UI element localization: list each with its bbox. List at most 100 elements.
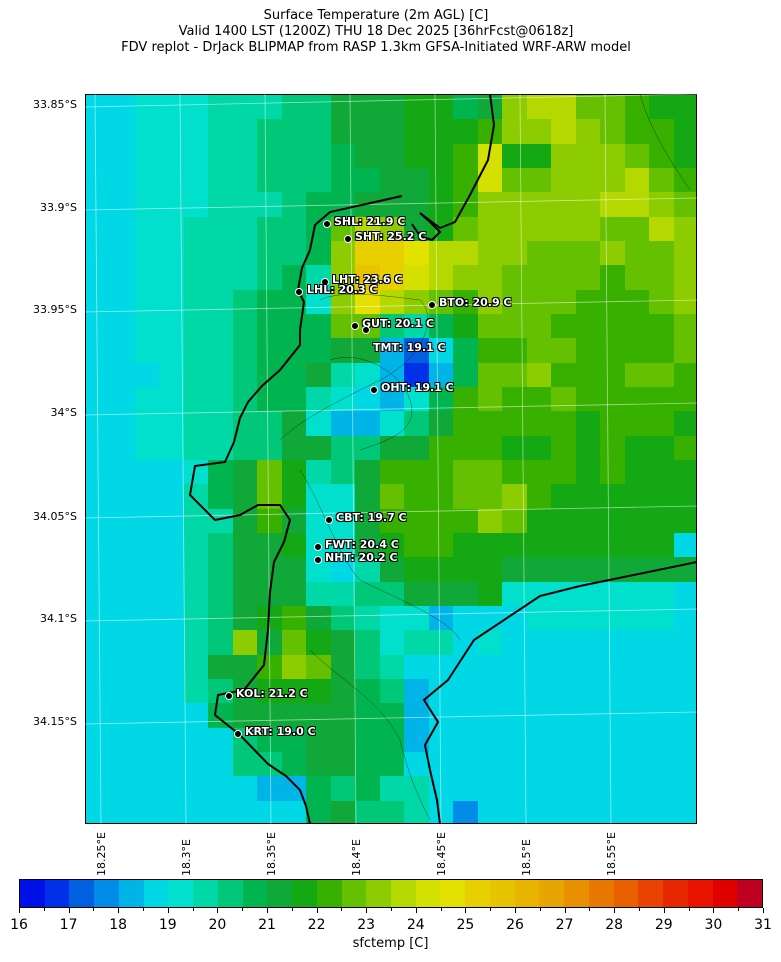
longitude-label: 18.55°E xyxy=(605,832,618,876)
colorbar-tick-mark xyxy=(118,908,120,913)
colorbar-tick-mark xyxy=(564,908,566,913)
longitude-label: 18.25°E xyxy=(95,832,108,876)
grid-cell xyxy=(208,362,234,388)
colorbar-label: sfctemp [C] xyxy=(352,936,429,951)
grid-cell xyxy=(624,484,650,510)
grid-cell xyxy=(110,630,136,656)
grid-cell xyxy=(330,606,356,631)
grid-cell xyxy=(526,484,552,510)
longitude-label: 18.5°E xyxy=(520,839,533,876)
grid-cell xyxy=(330,703,356,729)
grid-cell xyxy=(208,752,234,777)
grid-cell xyxy=(159,630,185,656)
grid-cell xyxy=(551,387,577,412)
grid-cell xyxy=(649,362,675,388)
grid-cell xyxy=(159,703,185,729)
grid-cell xyxy=(428,241,454,266)
grid-cell xyxy=(502,143,528,169)
grid-cell xyxy=(355,727,381,753)
grid-cell xyxy=(355,533,381,558)
grid-cell xyxy=(624,95,650,120)
grid-cell xyxy=(110,679,136,704)
grid-cell xyxy=(232,581,258,607)
grid-cell xyxy=(477,289,503,315)
grid-cell xyxy=(428,654,454,680)
grid-cell xyxy=(551,508,577,534)
grid-cell xyxy=(404,508,430,534)
grid-cell xyxy=(575,192,601,218)
colorbar-tick-mark xyxy=(267,908,268,913)
grid-cell xyxy=(355,168,381,193)
grid-cell xyxy=(379,630,405,656)
grid-cell xyxy=(330,168,356,193)
colorbar-swatch xyxy=(242,880,268,907)
colorbar-tick-mark xyxy=(440,908,442,911)
terrain-contours xyxy=(279,94,691,821)
grid-cell xyxy=(355,362,381,388)
grid-cell xyxy=(673,630,696,656)
grid-cell xyxy=(624,387,650,412)
grid-cell xyxy=(355,289,381,315)
station-marker xyxy=(344,235,352,243)
grid-cell xyxy=(281,241,307,266)
grid-cell xyxy=(526,557,552,583)
colorbar-tick-mark xyxy=(539,908,541,911)
grid-cell xyxy=(232,484,258,510)
grid-cell xyxy=(110,95,136,120)
grid-cell xyxy=(575,630,601,656)
grid-cell xyxy=(134,460,161,485)
grid-cell xyxy=(649,630,675,656)
grid-cell xyxy=(232,192,258,218)
grid-cell xyxy=(428,435,454,461)
grid-cell xyxy=(134,606,161,631)
grid-cell xyxy=(134,435,161,461)
grid-cell xyxy=(428,606,454,631)
grid-cell xyxy=(404,606,430,631)
latitude-label: 33.9°S xyxy=(40,201,77,214)
grid-cell xyxy=(673,484,696,510)
colorbar-tick-label: 19 xyxy=(158,917,177,933)
grid-cell xyxy=(159,606,185,631)
grid-cell xyxy=(428,119,454,145)
grid-cell xyxy=(330,752,356,777)
latitude-label: 33.95°S xyxy=(33,303,77,316)
grid-cell xyxy=(673,581,696,607)
station-label: GUT: 20.1 C xyxy=(362,317,435,330)
station-marker xyxy=(314,543,322,551)
grid-cell xyxy=(355,265,381,291)
colorbar-tick-label: 20 xyxy=(208,917,227,933)
grid-cell xyxy=(453,411,479,437)
grid-cell xyxy=(502,338,528,364)
grid-cell xyxy=(208,95,234,120)
grid-cell xyxy=(86,265,112,291)
grid-cell xyxy=(355,606,381,631)
grid-cell xyxy=(159,460,185,485)
grid-cell xyxy=(330,679,356,704)
grid-cell xyxy=(208,314,234,339)
colorbar-swatch xyxy=(440,880,466,907)
grid-cell xyxy=(355,241,381,266)
grid-cell xyxy=(649,752,675,777)
grid-cell xyxy=(428,168,454,193)
grid-cell xyxy=(453,435,479,461)
grid-cell xyxy=(551,435,577,461)
grid-cell xyxy=(404,192,430,218)
grid-cell xyxy=(183,703,209,729)
grid-cell xyxy=(624,435,650,461)
grid-cell xyxy=(551,606,577,631)
colorbar-swatch xyxy=(118,880,144,907)
colorbar-swatch xyxy=(143,880,169,907)
grid-cell xyxy=(575,338,601,364)
grid-cell xyxy=(673,606,696,631)
grid-cell xyxy=(183,679,209,704)
grid-cell xyxy=(257,192,283,218)
grid-cell xyxy=(257,411,283,437)
grid-cell xyxy=(232,362,258,388)
grid-cell xyxy=(453,241,479,266)
grid-cell xyxy=(281,95,307,120)
grid-cell xyxy=(600,143,626,169)
grid-cell xyxy=(673,289,696,315)
grid-cell xyxy=(355,679,381,704)
grid-cell xyxy=(649,119,675,145)
grid-cell xyxy=(600,703,626,729)
